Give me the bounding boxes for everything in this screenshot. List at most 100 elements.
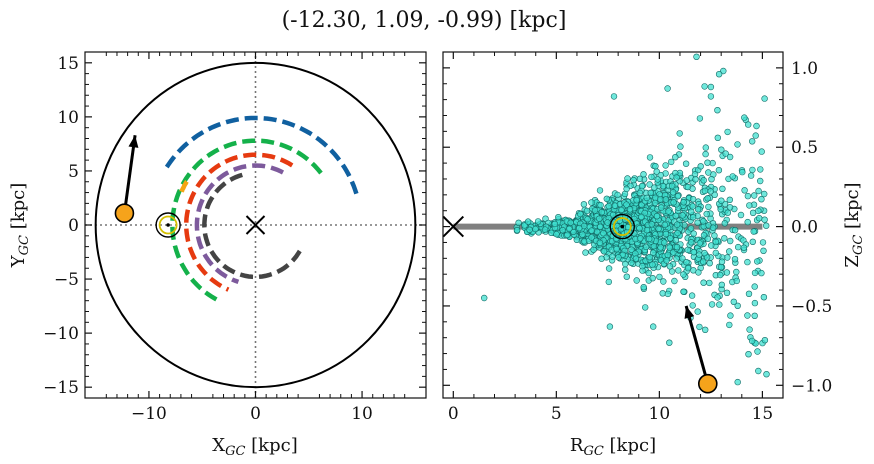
scatter-point — [723, 289, 731, 296]
scatter-point — [614, 191, 621, 199]
spiral-arm-4 — [183, 152, 294, 292]
scatter-point — [664, 85, 671, 92]
scatter-point — [757, 166, 764, 173]
scatter-point — [673, 243, 681, 251]
scatter-point — [750, 228, 757, 235]
scatter-point — [656, 273, 663, 281]
scatter-point — [649, 261, 656, 268]
scatter-point — [696, 323, 703, 331]
scatter-point — [621, 266, 629, 273]
scatter-point — [744, 192, 752, 200]
figure-title: (-12.30, 1.09, -0.99) [kpc] — [282, 8, 567, 33]
scatter-point — [677, 143, 684, 150]
rz-xlabel: RGC [kpc] — [570, 435, 656, 459]
scatter-point — [758, 269, 765, 277]
xy-panel: −10 0 10 −15 −10 −5 0 5 10 15 XGC [kpc] YGC [kpc] — [8, 51, 427, 459]
scatter-point — [684, 264, 692, 272]
scatter-point — [758, 148, 765, 155]
scatter-point — [726, 204, 734, 211]
rz-xtick-label: 5 — [551, 404, 562, 424]
scatter-point — [653, 212, 661, 220]
scatter-point — [730, 298, 737, 305]
scatter-point — [567, 219, 574, 226]
scatter-point — [643, 194, 650, 202]
scatter-point — [673, 174, 680, 181]
spiral-arm-2 — [170, 138, 323, 302]
scatter-point — [641, 304, 649, 311]
scatter-point — [671, 277, 678, 285]
scatter-point — [744, 121, 752, 128]
scatter-point — [660, 278, 667, 285]
scatter-point — [733, 268, 740, 276]
scatter-point — [605, 278, 612, 286]
scatter-point — [575, 225, 583, 232]
scatter-point — [679, 212, 686, 219]
scatter-point — [712, 249, 719, 257]
scatter-point — [709, 224, 717, 231]
scatter-point — [676, 130, 683, 137]
rz-ytick-label: 0.5 — [791, 138, 818, 158]
scatter-point — [758, 196, 765, 203]
scatter-point — [591, 207, 599, 214]
scatter-point — [746, 326, 753, 333]
scatter-point — [711, 232, 718, 239]
scatter-point — [673, 221, 681, 228]
scatter-point — [662, 230, 670, 238]
scatter-point — [726, 321, 733, 329]
scatter-point — [697, 163, 704, 170]
scatter-point — [751, 283, 758, 290]
scatter-point — [726, 153, 734, 161]
scatter-point — [610, 93, 618, 100]
galactic-center-marker — [443, 215, 465, 238]
spiral-arm-3 — [179, 179, 189, 193]
scatter-point — [618, 206, 625, 214]
scatter-point — [541, 226, 549, 233]
scatter-point — [659, 290, 666, 297]
scatter-point — [702, 150, 709, 158]
scatter-point — [624, 175, 631, 182]
scatter-point — [580, 201, 588, 208]
scatter-point — [726, 237, 734, 245]
scatter-point — [683, 177, 690, 184]
scatter-point — [689, 302, 696, 309]
spiral-arm-6 — [202, 172, 302, 280]
scatter-point — [672, 212, 679, 220]
scatter-point — [714, 134, 721, 142]
scatter-point — [582, 249, 589, 256]
scatter-point — [657, 204, 665, 211]
scatter-point — [694, 206, 702, 213]
scatter-point — [532, 225, 539, 233]
scatter-point — [649, 275, 656, 282]
scatter-point — [648, 221, 655, 228]
xy-ytick-label: −15 — [43, 378, 79, 398]
sun-marker-outer — [609, 213, 635, 240]
scatter-point — [755, 215, 763, 222]
scatter-point — [696, 115, 704, 122]
rz-xtick-label: 10 — [649, 404, 671, 424]
scatter-point — [706, 279, 713, 287]
scatter-point — [717, 206, 724, 213]
scatter-point — [731, 227, 739, 234]
scatter-point — [705, 169, 712, 176]
scatter-point — [761, 95, 768, 102]
xy-xlabel: XGC [kpc] — [212, 435, 297, 459]
scatter-point — [606, 323, 614, 330]
scatter-point — [739, 168, 746, 176]
scatter-point — [748, 337, 756, 345]
scatter-point — [700, 279, 707, 286]
scatter-point — [701, 249, 708, 257]
scatter-point — [692, 176, 699, 183]
sun-marker-ring — [158, 215, 178, 235]
scatter-point — [637, 235, 644, 242]
scatter-point — [687, 225, 695, 232]
scatter-point — [652, 163, 659, 170]
scatter-point — [573, 236, 580, 244]
xy-ytick-label: −5 — [54, 270, 79, 290]
scatter-point — [734, 243, 742, 251]
rz-ytick-label: −1.0 — [791, 376, 832, 396]
scatter-point — [669, 189, 677, 196]
scatter-point — [665, 208, 672, 215]
scatter-point — [615, 254, 622, 261]
scatter-point — [753, 258, 761, 265]
